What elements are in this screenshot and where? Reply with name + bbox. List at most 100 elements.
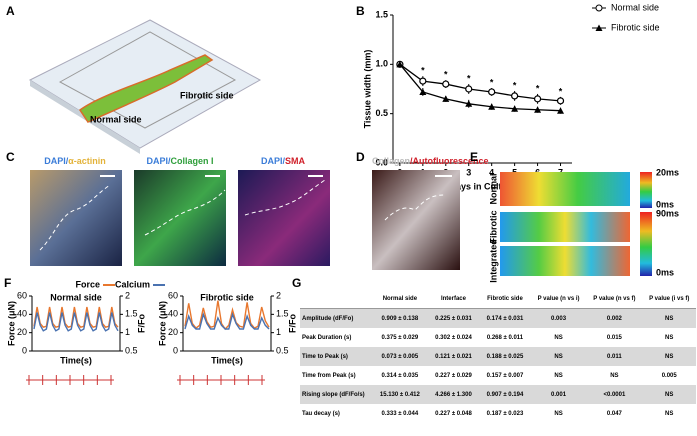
table-cell: 0.073 ± 0.005 bbox=[372, 347, 428, 366]
y2-tick-label: 1 bbox=[125, 327, 130, 337]
y-tick-label: 1.0 bbox=[375, 59, 388, 69]
x-tick-label: 3 bbox=[466, 167, 471, 177]
micrograph bbox=[134, 170, 226, 266]
table-cell: NS bbox=[530, 347, 587, 366]
stain: Collagen I bbox=[171, 156, 214, 166]
table-cell: 0.121 ± 0.021 bbox=[427, 347, 480, 366]
micrograph bbox=[30, 170, 122, 266]
label: Fibrotic side bbox=[180, 90, 234, 100]
table-cell: NS bbox=[642, 347, 696, 366]
x-tick-label: 4 bbox=[489, 167, 494, 177]
data-point bbox=[442, 80, 450, 88]
panel-letter: C bbox=[6, 150, 15, 164]
row-header: Peak Duration (s) bbox=[302, 334, 352, 341]
data-point bbox=[488, 88, 496, 96]
stain: α-actinin bbox=[68, 156, 106, 166]
data-point bbox=[511, 105, 519, 112]
colorbar bbox=[640, 172, 652, 208]
table-cell: NS bbox=[610, 372, 619, 379]
column-header: P value (n vs i) bbox=[530, 290, 587, 309]
table-cell: 0.375 ± 0.029 bbox=[381, 334, 419, 341]
label: Normal side bbox=[90, 114, 142, 124]
significance-mark: * bbox=[444, 70, 448, 80]
colorbar-label: 0ms bbox=[656, 267, 674, 277]
y-tick-label: 1.5 bbox=[375, 9, 388, 19]
series-line bbox=[399, 63, 561, 102]
image-label: Collagen/Autofluorescence bbox=[372, 156, 489, 166]
chart-title: Normal side bbox=[50, 292, 102, 302]
table-cell: 0.227 ± 0.048 bbox=[435, 410, 472, 417]
image-label: DAPI/α-actinin bbox=[44, 156, 106, 166]
panel-letter: G bbox=[292, 276, 301, 290]
panel-letter: D bbox=[356, 150, 365, 164]
significance-mark: * bbox=[467, 74, 471, 84]
y-tick-label: 60 bbox=[168, 290, 178, 300]
legend-label: Fibrotic side bbox=[611, 22, 660, 32]
panel-letter: B bbox=[356, 4, 365, 18]
table-row: Amplitude (dF/Fo) 0.909 ± 0.138 0.225 ± 0.… bbox=[300, 308, 696, 328]
data-point bbox=[533, 95, 542, 103]
data-point bbox=[534, 106, 542, 113]
table-cell: 0.909 ± 0.138 bbox=[372, 308, 428, 328]
table-cell: <0.0001 bbox=[586, 385, 643, 404]
data-point bbox=[465, 100, 473, 107]
y2-tick-label: 2 bbox=[125, 290, 130, 300]
x-axis-label: Days in Culture bbox=[449, 181, 515, 191]
y-tick-label: 0 bbox=[173, 345, 178, 355]
y-axis-label: Force (μN) bbox=[157, 301, 167, 346]
significance-mark: * bbox=[490, 77, 494, 87]
significance-mark: * bbox=[421, 66, 425, 76]
y2-axis-label: F/Fo bbox=[136, 314, 146, 333]
trace bbox=[184, 300, 270, 331]
colorbar bbox=[640, 212, 652, 276]
table-cell: 0.047 bbox=[606, 410, 622, 417]
panel-letter: A bbox=[6, 4, 15, 18]
table-cell: NS bbox=[554, 372, 563, 379]
table-cell: 0.011 bbox=[586, 347, 643, 366]
legend-marker bbox=[595, 4, 603, 12]
stain: /Autofluorescence bbox=[410, 156, 489, 166]
boundary bbox=[144, 189, 226, 236]
table-row: Time from Peak (s) 0.314 ± 0.035 0.227 ± 0… bbox=[300, 366, 696, 385]
activation-map bbox=[500, 172, 630, 206]
y-tick-label: 40 bbox=[168, 309, 178, 319]
legend-label: Calcium bbox=[115, 279, 150, 289]
y2-tick-label: 1 bbox=[276, 327, 281, 337]
table-cell: 0.015 bbox=[606, 334, 622, 341]
stain: Collagen bbox=[372, 156, 410, 166]
chart-b: 0.00.51.01.501234567Days in CultureTissu… bbox=[362, 2, 659, 191]
row-header: Time from Peak (s) bbox=[302, 372, 356, 379]
stats-table: Normal side Interface Fibrotic side P value… bbox=[300, 290, 696, 423]
table-cell: NS bbox=[642, 385, 696, 404]
table-cell: NS bbox=[665, 334, 674, 341]
y-tick-label: 20 bbox=[168, 327, 178, 337]
table-cell: NS bbox=[642, 308, 696, 328]
image-label: DAPI/SMA bbox=[261, 156, 306, 166]
row-header: Amplitude (dF/Fo) bbox=[300, 308, 372, 328]
map-label: Integrated bbox=[488, 239, 498, 283]
column-header: P value (i vs f) bbox=[642, 290, 696, 309]
tissue bbox=[78, 54, 214, 123]
column-header: P value (n vs f) bbox=[586, 290, 643, 309]
data-point bbox=[442, 95, 450, 102]
table-cell: 0.314 ± 0.035 bbox=[381, 372, 419, 379]
colorbar-label: 0ms bbox=[656, 199, 674, 209]
y-tick-label: 20 bbox=[17, 327, 27, 337]
table-cell: 0.907 ± 0.194 bbox=[479, 385, 531, 404]
legend-label: Force bbox=[75, 279, 100, 289]
panel-letter: E bbox=[470, 150, 478, 164]
table-row: Tau decay (s) 0.333 ± 0.044 0.227 ± 0.048 0… bbox=[300, 404, 696, 423]
data-point bbox=[419, 77, 427, 85]
legend-label: Normal side bbox=[611, 2, 659, 12]
table-cell: 0.002 bbox=[586, 308, 643, 328]
table-cell: 0.268 ± 0.011 bbox=[486, 334, 524, 341]
significance-mark: * bbox=[559, 86, 563, 96]
data-point bbox=[557, 107, 565, 114]
data-point bbox=[511, 92, 519, 100]
stain: DAPI/ bbox=[146, 156, 171, 166]
trace bbox=[33, 312, 119, 332]
table-cell: 0.188 ± 0.025 bbox=[479, 347, 531, 366]
boundary bbox=[39, 184, 111, 251]
table-cell: NS bbox=[554, 334, 563, 341]
